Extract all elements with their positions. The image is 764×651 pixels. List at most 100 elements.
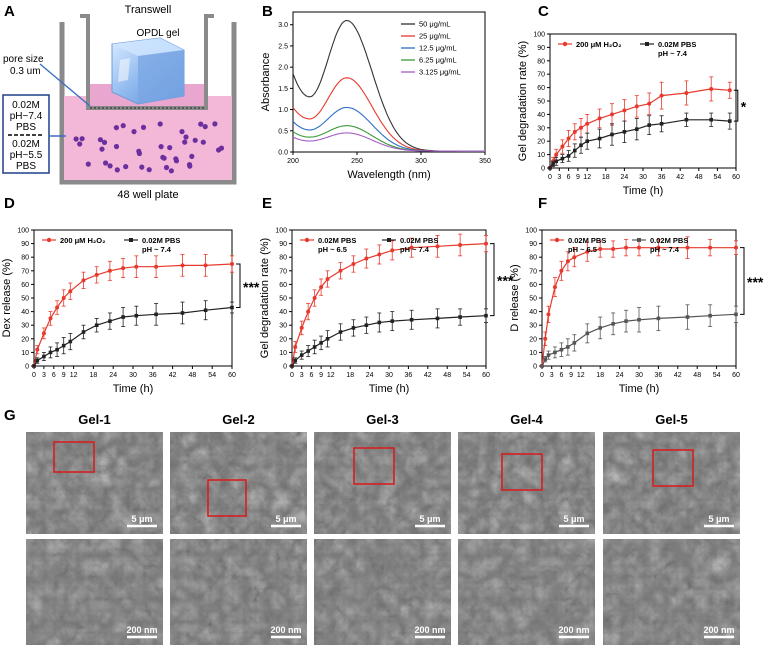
- x-tick-label: 54: [208, 372, 216, 379]
- particle: [101, 139, 108, 145]
- significance-bracket: [236, 263, 241, 309]
- chart-e: E0 3 6 9 12 18 24 30 36 42 48 54 6001020304050607080…: [259, 195, 514, 395]
- x-tick-label: 12: [577, 372, 585, 379]
- series-line: [549, 119, 730, 169]
- y-tick-label: 100: [17, 228, 29, 235]
- data-point: [306, 349, 310, 353]
- data-point: [659, 93, 664, 98]
- data-point: [553, 350, 557, 355]
- x-tick-label: 24: [366, 372, 374, 379]
- x-axis-label: Time (h): [369, 383, 410, 395]
- data-point: [61, 343, 66, 348]
- significance-label: ***: [243, 279, 260, 295]
- x-tick-label: 30: [639, 174, 647, 181]
- significance-label: *: [741, 99, 747, 115]
- data-point: [552, 285, 557, 290]
- box-line-5: pH~5.5: [10, 150, 43, 161]
- released-particles: [73, 121, 225, 174]
- x-tick-label: 12: [327, 372, 335, 379]
- y-tick-label: 80: [279, 255, 287, 262]
- particle: [158, 144, 164, 150]
- plot-frame: [292, 11, 486, 153]
- data-point: [573, 148, 577, 153]
- y-tick-label: 1.5: [278, 86, 288, 93]
- particle: [97, 137, 103, 143]
- y-tick-label: 30: [279, 323, 287, 330]
- box-line-6: PBS: [16, 161, 36, 172]
- y-tick-label: 2.0: [278, 65, 288, 72]
- legend-marker: [645, 42, 649, 46]
- data-point: [409, 317, 414, 322]
- data-point: [572, 129, 577, 134]
- y-tick-label: 10: [279, 350, 287, 357]
- particle: [187, 163, 193, 169]
- x-tick-label: 42: [676, 174, 684, 181]
- data-point: [585, 249, 590, 254]
- x-tick-label: 9: [569, 372, 573, 379]
- scale-bar-label: 5 μm: [275, 514, 296, 524]
- data-point: [560, 144, 565, 149]
- y-tick-label: 40: [537, 112, 545, 119]
- y-tick-label: 50: [21, 296, 29, 303]
- data-point: [727, 88, 732, 93]
- data-point: [734, 312, 738, 317]
- data-point: [107, 268, 112, 273]
- significance-bracket: [733, 89, 739, 122]
- legend-label-line-2: pH ~ 7.4: [400, 245, 430, 254]
- data-point: [121, 315, 125, 319]
- roi-box: [501, 453, 543, 491]
- box-line-4: 0.02M: [12, 139, 40, 150]
- x-tick-label: 36: [149, 372, 157, 379]
- data-point: [484, 241, 488, 246]
- data-point: [351, 326, 356, 330]
- x-tick-label: 18: [346, 372, 354, 379]
- data-point: [565, 259, 570, 264]
- y-tick-label: 70: [529, 268, 537, 275]
- data-point: [728, 119, 732, 123]
- data-point: [180, 263, 185, 268]
- sem-texture-fine: [458, 539, 595, 645]
- data-point: [121, 266, 126, 271]
- particle: [200, 139, 206, 145]
- y-tick-label: 100: [525, 228, 537, 235]
- box-line-1: 0.02M: [12, 100, 40, 111]
- particle: [123, 164, 129, 170]
- y-tick-label: 1.0: [278, 107, 288, 114]
- x-tick-label: 24: [109, 372, 117, 379]
- data-point: [554, 159, 558, 164]
- data-point: [734, 245, 738, 250]
- data-point: [68, 289, 73, 294]
- y-tick-label: 60: [21, 282, 29, 289]
- scale-bar-label: 5 μm: [131, 514, 152, 524]
- data-point: [81, 330, 86, 334]
- x-tick-label: 200: [287, 158, 299, 165]
- y-tick-label: 50: [529, 296, 537, 303]
- gel-title: Gel-2: [222, 412, 255, 427]
- data-point: [154, 264, 159, 269]
- data-point: [312, 345, 317, 349]
- y-tick-label: 100: [533, 32, 545, 39]
- scale-bar-label: 5 μm: [563, 514, 584, 524]
- particle: [73, 136, 79, 142]
- particle: [120, 123, 126, 129]
- y-tick-label: 0: [283, 364, 287, 371]
- y-tick-label: 80: [21, 255, 29, 262]
- gel-title: Gel-1: [78, 412, 111, 427]
- x-axis-label: Wavelength (nm): [347, 169, 430, 181]
- data-point: [635, 127, 639, 131]
- legend-label: 0.02M PBS: [142, 236, 180, 245]
- data-point: [546, 353, 551, 357]
- y-tick-label: 10: [529, 350, 537, 357]
- panel-letter-b: B: [262, 3, 273, 20]
- data-point: [435, 244, 440, 249]
- data-point: [108, 319, 112, 323]
- series-line: [291, 315, 487, 367]
- legend-label: 200 μM H₂O₂: [576, 40, 621, 49]
- x-tick-label: 18: [602, 174, 610, 181]
- data-point: [611, 322, 615, 326]
- data-point: [35, 347, 40, 352]
- x-tick-label: 3: [300, 372, 304, 379]
- data-point: [203, 263, 208, 268]
- x-tick-label: 54: [714, 174, 722, 181]
- data-point: [230, 262, 234, 266]
